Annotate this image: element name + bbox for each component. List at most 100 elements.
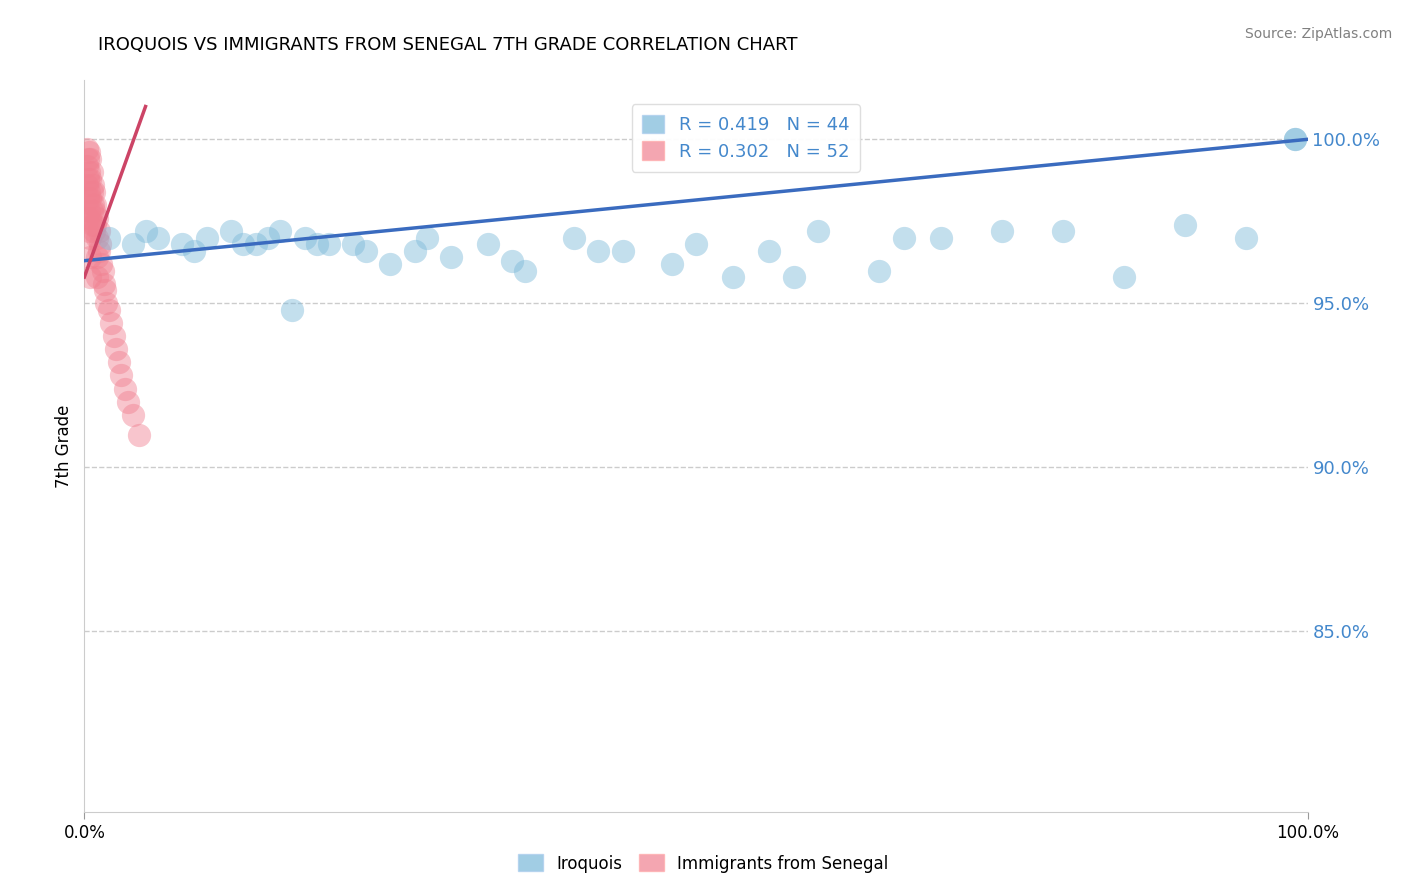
Point bbox=[502, 253, 524, 268]
Point bbox=[183, 244, 205, 258]
Point bbox=[257, 231, 280, 245]
Point bbox=[929, 231, 952, 245]
Point bbox=[83, 204, 105, 219]
Legend: R = 0.419   N = 44, R = 0.302   N = 52: R = 0.419 N = 44, R = 0.302 N = 52 bbox=[631, 104, 860, 171]
Point bbox=[513, 263, 536, 277]
Point bbox=[122, 237, 145, 252]
Point bbox=[416, 231, 439, 245]
Point bbox=[105, 343, 128, 357]
Point bbox=[77, 211, 100, 225]
Point bbox=[77, 185, 100, 199]
Point bbox=[1236, 231, 1258, 245]
Point bbox=[80, 185, 103, 199]
Point bbox=[87, 244, 110, 258]
Point bbox=[79, 231, 101, 245]
Point bbox=[79, 251, 101, 265]
Point bbox=[354, 244, 377, 258]
Point bbox=[83, 185, 105, 199]
Point bbox=[1284, 132, 1306, 146]
Point bbox=[90, 257, 112, 271]
Point bbox=[380, 257, 402, 271]
Point bbox=[245, 237, 267, 252]
Point bbox=[77, 204, 100, 219]
Point bbox=[82, 218, 104, 232]
Legend: Iroquois, Immigrants from Senegal: Iroquois, Immigrants from Senegal bbox=[510, 847, 896, 880]
Point bbox=[77, 224, 100, 238]
Point bbox=[77, 145, 100, 160]
Point bbox=[94, 283, 117, 297]
Point bbox=[586, 244, 609, 258]
Point bbox=[97, 231, 120, 245]
Point bbox=[80, 165, 103, 179]
Point bbox=[86, 211, 108, 225]
Point bbox=[114, 382, 136, 396]
Point bbox=[110, 368, 132, 383]
Point bbox=[232, 237, 254, 252]
Point bbox=[305, 237, 328, 252]
Point bbox=[76, 178, 98, 193]
Point bbox=[1284, 132, 1306, 146]
Point bbox=[135, 224, 157, 238]
Point bbox=[77, 171, 100, 186]
Point bbox=[685, 237, 707, 252]
Point bbox=[79, 211, 101, 225]
Point bbox=[77, 165, 100, 179]
Point bbox=[281, 302, 304, 317]
Point bbox=[758, 244, 780, 258]
Point bbox=[97, 302, 120, 317]
Point bbox=[117, 394, 139, 409]
Point bbox=[77, 152, 100, 166]
Point bbox=[76, 159, 98, 173]
Point bbox=[562, 231, 585, 245]
Point bbox=[122, 408, 145, 422]
Point bbox=[91, 263, 114, 277]
Point bbox=[869, 263, 891, 277]
Point bbox=[146, 231, 169, 245]
Point bbox=[79, 270, 101, 285]
Point bbox=[1052, 224, 1074, 238]
Point bbox=[721, 270, 744, 285]
Point bbox=[82, 198, 104, 212]
Point bbox=[76, 142, 98, 156]
Point bbox=[1174, 218, 1197, 232]
Point bbox=[79, 191, 101, 205]
Point bbox=[79, 152, 101, 166]
Point bbox=[96, 296, 118, 310]
Point bbox=[477, 237, 499, 252]
Point bbox=[893, 231, 915, 245]
Text: IROQUOIS VS IMMIGRANTS FROM SENEGAL 7TH GRADE CORRELATION CHART: IROQUOIS VS IMMIGRANTS FROM SENEGAL 7TH … bbox=[98, 36, 799, 54]
Point bbox=[100, 316, 122, 330]
Point bbox=[79, 171, 101, 186]
Point bbox=[77, 191, 100, 205]
Point bbox=[807, 224, 830, 238]
Point bbox=[128, 427, 150, 442]
Point bbox=[93, 277, 115, 291]
Point bbox=[82, 178, 104, 193]
Point bbox=[991, 224, 1014, 238]
Point bbox=[318, 237, 340, 252]
Point bbox=[80, 204, 103, 219]
Point bbox=[86, 270, 108, 285]
Point bbox=[1114, 270, 1136, 285]
Point bbox=[783, 270, 806, 285]
Point bbox=[440, 251, 463, 265]
Point bbox=[612, 244, 634, 258]
Point bbox=[103, 329, 125, 343]
Point bbox=[87, 224, 110, 238]
Point bbox=[219, 224, 242, 238]
Point bbox=[86, 251, 108, 265]
Point bbox=[107, 355, 129, 369]
Text: Source: ZipAtlas.com: Source: ZipAtlas.com bbox=[1244, 27, 1392, 41]
Point bbox=[269, 224, 291, 238]
Point bbox=[172, 237, 194, 252]
Point bbox=[404, 244, 426, 258]
Point bbox=[83, 224, 105, 238]
Point bbox=[342, 237, 364, 252]
Point bbox=[195, 231, 218, 245]
Point bbox=[84, 198, 107, 212]
Point bbox=[294, 231, 316, 245]
Point bbox=[86, 231, 108, 245]
Y-axis label: 7th Grade: 7th Grade bbox=[55, 404, 73, 488]
Point bbox=[661, 257, 683, 271]
Point bbox=[89, 237, 111, 252]
